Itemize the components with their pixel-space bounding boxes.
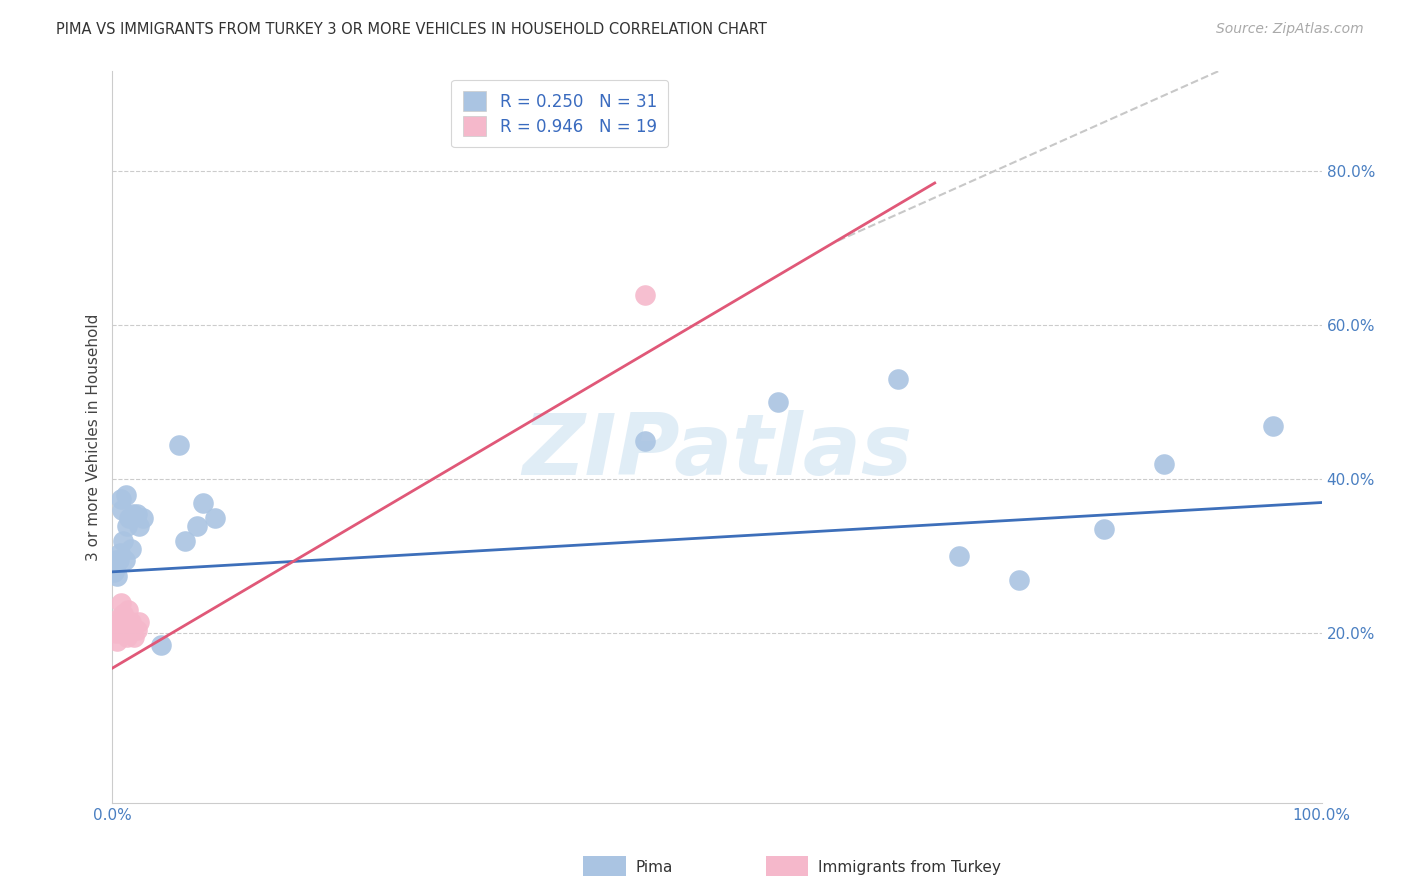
- Point: [114, 553, 136, 567]
- Point: [111, 503, 134, 517]
- Point: [122, 630, 145, 644]
- Point: [1092, 523, 1115, 537]
- Point: [114, 488, 136, 502]
- Point: [1008, 573, 1031, 587]
- Point: [110, 596, 132, 610]
- Point: [125, 507, 148, 521]
- Y-axis label: 3 or more Vehicles in Household: 3 or more Vehicles in Household: [86, 313, 101, 561]
- Text: ZIPatlas: ZIPatlas: [522, 410, 912, 493]
- Point: [115, 630, 138, 644]
- Point: [105, 626, 128, 640]
- Point: [114, 615, 136, 629]
- Point: [125, 623, 148, 637]
- Point: [118, 618, 141, 632]
- Point: [103, 623, 125, 637]
- Legend: R = 0.250   N = 31, R = 0.946   N = 19: R = 0.250 N = 31, R = 0.946 N = 19: [451, 79, 668, 147]
- Text: Immigrants from Turkey: Immigrants from Turkey: [818, 860, 1001, 874]
- Point: [887, 372, 910, 386]
- Point: [167, 438, 190, 452]
- Point: [117, 603, 139, 617]
- Point: [633, 287, 655, 301]
- Point: [108, 545, 131, 559]
- Point: [766, 395, 789, 409]
- Point: [948, 549, 970, 564]
- Point: [204, 511, 226, 525]
- Point: [132, 511, 155, 525]
- Point: [112, 607, 135, 622]
- Point: [115, 518, 138, 533]
- Point: [105, 634, 128, 648]
- Point: [120, 615, 142, 629]
- Point: [1153, 457, 1175, 471]
- Point: [118, 511, 141, 525]
- Point: [111, 618, 134, 632]
- Point: [174, 534, 197, 549]
- Point: [1263, 418, 1285, 433]
- Point: [186, 518, 208, 533]
- Point: [103, 565, 125, 579]
- Point: [128, 615, 150, 629]
- Point: [122, 507, 145, 521]
- Point: [107, 553, 129, 567]
- Point: [108, 615, 131, 629]
- Text: Source: ZipAtlas.com: Source: ZipAtlas.com: [1216, 22, 1364, 37]
- Point: [107, 611, 129, 625]
- Point: [105, 553, 128, 567]
- Point: [104, 618, 127, 632]
- Point: [633, 434, 655, 448]
- Point: [149, 638, 172, 652]
- Point: [191, 495, 214, 509]
- Point: [114, 626, 136, 640]
- Text: PIMA VS IMMIGRANTS FROM TURKEY 3 OR MORE VEHICLES IN HOUSEHOLD CORRELATION CHART: PIMA VS IMMIGRANTS FROM TURKEY 3 OR MORE…: [56, 22, 768, 37]
- Text: Pima: Pima: [636, 860, 673, 874]
- Point: [105, 568, 128, 582]
- Point: [104, 561, 127, 575]
- Point: [128, 518, 150, 533]
- Point: [112, 534, 135, 549]
- Point: [121, 623, 143, 637]
- Point: [120, 541, 142, 556]
- Point: [110, 491, 132, 506]
